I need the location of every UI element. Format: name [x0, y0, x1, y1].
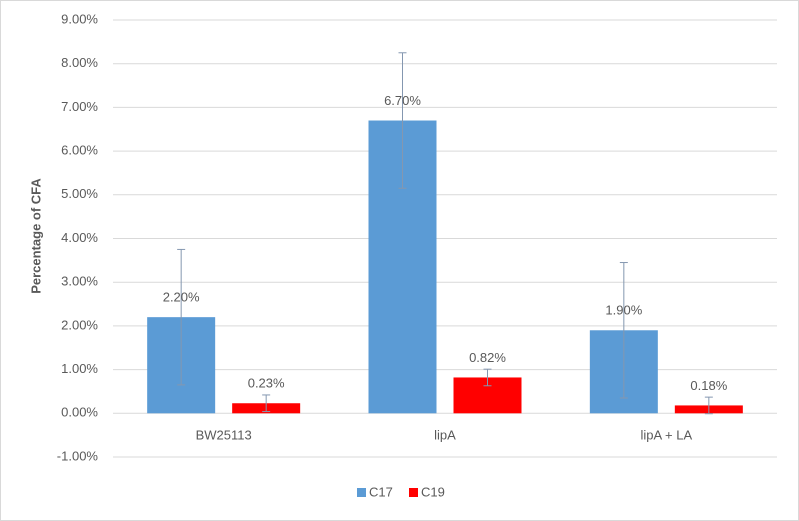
y-tick-label: 9.00% — [61, 11, 98, 26]
error-bar — [177, 248, 186, 386]
data-label: 0.82% — [469, 350, 506, 365]
y-tick-label: 8.00% — [61, 55, 98, 70]
data-label: 0.23% — [248, 376, 285, 391]
error-bar — [619, 262, 628, 399]
y-tick-label: 5.00% — [61, 186, 98, 201]
x-tick-label: lipA — [434, 428, 456, 443]
y-tick-label: 1.00% — [61, 361, 98, 376]
y-tick-label: 3.00% — [61, 274, 98, 289]
legend-swatch — [409, 488, 418, 497]
data-label: 2.20% — [163, 290, 200, 305]
error-bar — [398, 52, 407, 189]
legend-label: C17 — [369, 484, 393, 499]
x-tick-label: BW25113 — [196, 428, 252, 443]
y-tick-label: 6.00% — [61, 143, 98, 158]
y-tick-label: 7.00% — [61, 99, 98, 114]
y-tick-label: 2.00% — [61, 317, 98, 332]
error-bar — [483, 368, 492, 387]
y-tick-label: -1.00% — [57, 448, 99, 463]
data-label: 0.18% — [690, 378, 727, 393]
y-tick-label: 0.00% — [61, 405, 98, 420]
y-axis-title: Percentage of CFA — [28, 178, 43, 294]
x-tick-label: lipA + LA — [640, 428, 692, 443]
data-label: 1.90% — [605, 303, 642, 318]
legend-swatch — [357, 488, 366, 497]
error-bar — [704, 396, 713, 415]
error-bar — [262, 394, 271, 413]
data-label: 6.70% — [384, 93, 421, 108]
legend-label: C19 — [421, 484, 445, 499]
y-tick-label: 4.00% — [61, 230, 98, 245]
